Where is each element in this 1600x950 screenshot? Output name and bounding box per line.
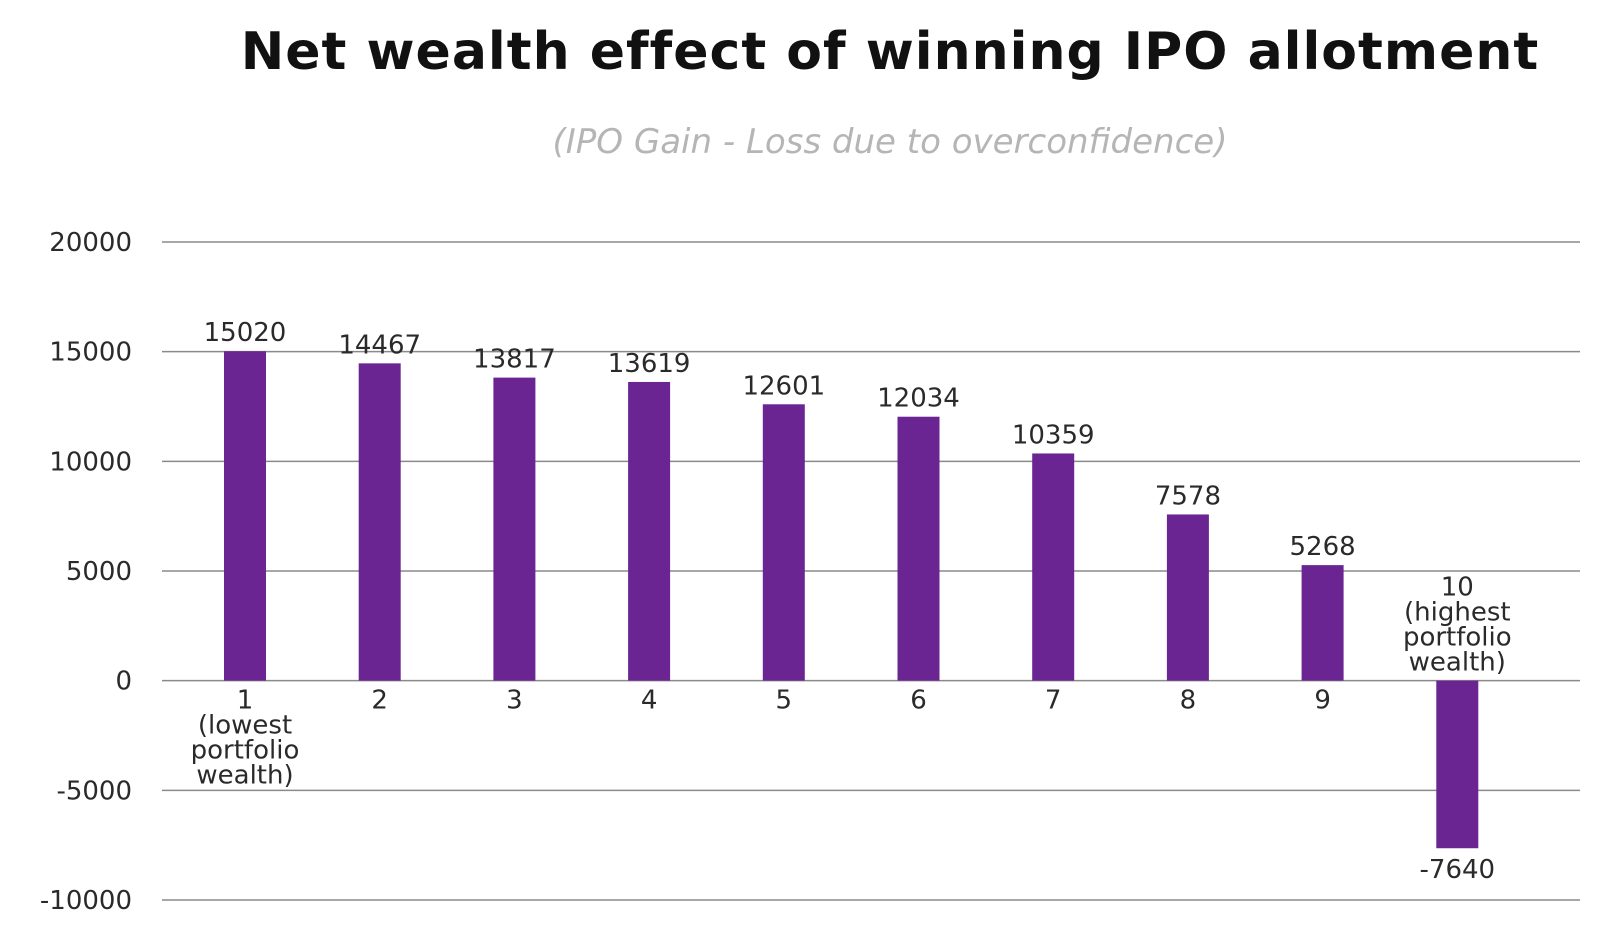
bar: [897, 416, 940, 681]
y-tick-label: -10000: [40, 886, 132, 916]
bar: [1032, 453, 1075, 681]
bar: [1436, 680, 1479, 849]
x-category-label: 9: [1314, 686, 1331, 716]
data-labels: 15020 14467 13817 13619 12601 12034 10359 7578 5…: [204, 318, 1495, 885]
chart-title: Net wealth effect of winning IPO allotme…: [240, 22, 1540, 82]
x-category-label: 8: [1180, 686, 1197, 716]
y-tick-label: 20000: [49, 228, 132, 258]
x-category-label: 3: [506, 686, 523, 716]
x-category-label: 4: [641, 686, 658, 716]
data-label: 10359: [1012, 420, 1095, 450]
bars: [224, 351, 1479, 849]
y-tick-label: 0: [115, 667, 132, 697]
chart-subtitle: (IPO Gain - Loss due to overconfidence): [552, 122, 1228, 162]
bar: [224, 351, 266, 681]
y-tick-label: 15000: [49, 338, 132, 368]
x-category-label: 1 (lowest portfolio wealth): [191, 686, 300, 791]
bar: [628, 381, 671, 681]
data-label: 5268: [1290, 532, 1356, 562]
y-axis-tick-labels: 20000 15000 10000 5000 0 -5000 -10000: [40, 228, 132, 916]
data-label: 15020: [204, 318, 287, 348]
x-category-label: 2: [371, 686, 388, 716]
data-label: 12601: [742, 371, 825, 401]
x-category-label: 7: [1045, 686, 1062, 716]
bar: [358, 363, 401, 681]
bar: [1301, 565, 1344, 681]
bar: [762, 404, 805, 681]
y-tick-label: -5000: [56, 776, 132, 806]
data-label: 7578: [1155, 481, 1221, 511]
x-category-label: 6: [910, 686, 927, 716]
y-tick-label: 5000: [66, 557, 132, 587]
x-category-label: 10 (highest portfolio wealth): [1403, 573, 1512, 678]
data-label: 13619: [608, 349, 691, 379]
y-tick-label: 10000: [49, 447, 132, 477]
bar: [1166, 514, 1209, 681]
data-label: 14467: [338, 330, 421, 360]
data-label: 12034: [877, 384, 960, 414]
data-label: 13817: [473, 345, 556, 375]
bar: [493, 377, 536, 681]
x-axis-category-labels: 1 (lowest portfolio wealth) 2 3 4 5 6 7 8 9 10 (highe…: [191, 573, 1512, 791]
x-category-label: 5: [776, 686, 793, 716]
data-label: -7640: [1420, 855, 1496, 885]
